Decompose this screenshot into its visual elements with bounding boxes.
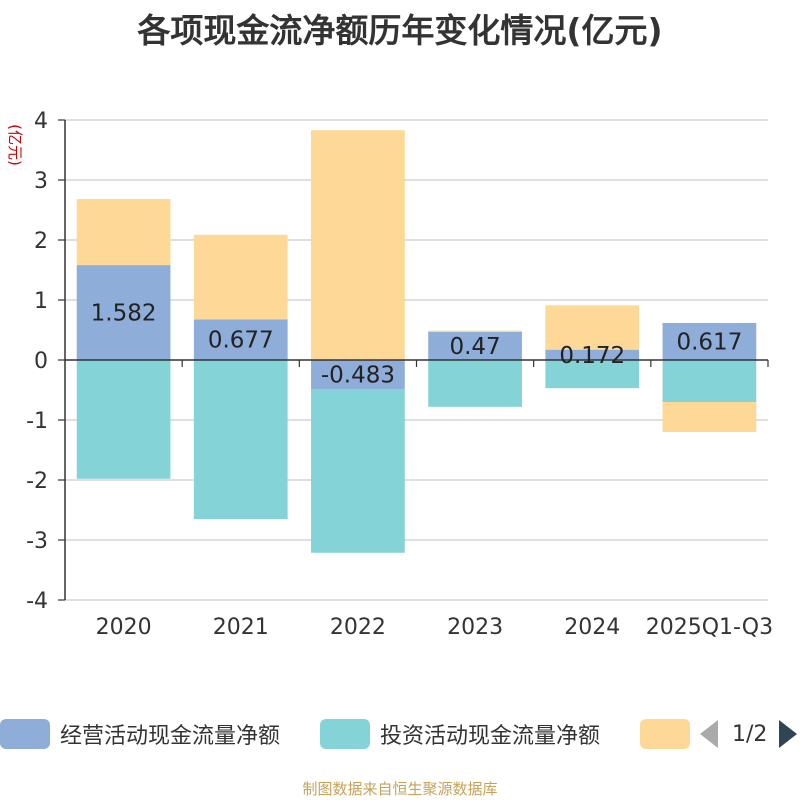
bar-series0-2025Q1-Q3[interactable] <box>662 322 757 360</box>
x-tick-label: 2024 <box>564 615 620 640</box>
y-tick-label: -4 <box>26 589 48 614</box>
bar-series2-2025Q1-Q3[interactable] <box>662 402 757 432</box>
chart-title: 各项现金流净额历年变化情况(亿元) <box>137 11 663 50</box>
data-label-2021: 0.677 <box>208 328 274 354</box>
bar-series2-2022[interactable] <box>311 130 405 360</box>
y-tick-label: 1 <box>34 289 48 314</box>
bar-series1-2021[interactable] <box>193 360 288 519</box>
pager-prev-icon[interactable] <box>700 720 718 748</box>
bar-series0-2023[interactable] <box>428 331 522 360</box>
bar-series0-2021[interactable] <box>193 319 288 360</box>
bar-series1-2023[interactable] <box>428 360 522 407</box>
data-label-2020: 1.582 <box>91 301 157 327</box>
data-label-2023: 0.47 <box>449 334 500 360</box>
legend-item-financing[interactable] <box>640 718 690 750</box>
x-tick-label: 2021 <box>213 615 269 640</box>
data-label-2022: -0.483 <box>321 362 395 388</box>
bars <box>76 130 757 553</box>
bar-series0-2020[interactable] <box>76 265 171 360</box>
bar-series2-2020[interactable] <box>76 199 171 266</box>
bar-series2-2023[interactable] <box>428 330 522 332</box>
legend-swatch-investing <box>320 719 370 749</box>
bar-series0-2024[interactable] <box>545 349 640 360</box>
x-tick-label: 2022 <box>330 615 386 640</box>
y-tick-label: 0 <box>34 349 48 374</box>
y-tick-label: -2 <box>26 469 48 494</box>
legend-pager: 1/2 <box>700 718 798 750</box>
data-labels: 1.582 0.677 -0.483 0.47 0.172 0.617 <box>91 301 743 389</box>
bar-series2-2024[interactable] <box>545 305 640 350</box>
y-tick-label: -1 <box>26 409 48 434</box>
bar-series1-2020[interactable] <box>76 360 171 479</box>
pager-next-icon[interactable] <box>779 720 798 748</box>
data-label-2024: 0.172 <box>559 343 625 369</box>
legend-swatch-operating <box>0 719 50 749</box>
cash-flow-chart: 4 3 2 1 0 -1 -2 -3 -4 2020 2021 2022 2023 2024 2025Q1-… <box>6 109 773 640</box>
bar-series0-2022[interactable] <box>311 360 405 389</box>
bar-series1-2024[interactable] <box>545 360 640 389</box>
y-tick-label: 2 <box>34 229 48 254</box>
y-tick-label: 4 <box>34 109 48 134</box>
source-note: 制图数据来自恒生聚源数据库 <box>302 780 498 798</box>
legend-label-operating: 经营活动现金流量净额 <box>60 724 281 749</box>
data-label-2025Q1-Q3: 0.617 <box>676 329 742 355</box>
legend-swatch-financing <box>640 719 690 749</box>
x-tick-label: 2025Q1-Q3 <box>646 615 773 640</box>
y-tick-label: -3 <box>26 529 48 554</box>
bar-series1-2025Q1-Q3[interactable] <box>662 360 757 402</box>
bar-series1-2022[interactable] <box>311 388 405 553</box>
legend-item-operating[interactable]: 经营活动现金流量净额 <box>0 718 280 750</box>
y-tick-label: 3 <box>34 169 48 194</box>
grid-lines <box>65 119 768 601</box>
pager-text: 1/2 <box>732 721 768 747</box>
x-tick-label: 2020 <box>96 615 152 640</box>
axes: 4 3 2 1 0 -1 -2 -3 -4 2020 2021 2022 2023 2024 2025Q1-… <box>26 109 773 640</box>
bar-series2-2021[interactable] <box>193 234 288 320</box>
legend-label-investing: 投资活动现金流量净额 <box>380 724 601 749</box>
x-tick-label: 2023 <box>447 615 503 640</box>
y-axis-unit: (亿元) <box>6 124 24 166</box>
legend: 经营活动现金流量净额 投资活动现金流量净额 1/2 <box>0 716 800 752</box>
legend-item-investing[interactable]: 投资活动现金流量净额 <box>320 718 600 750</box>
